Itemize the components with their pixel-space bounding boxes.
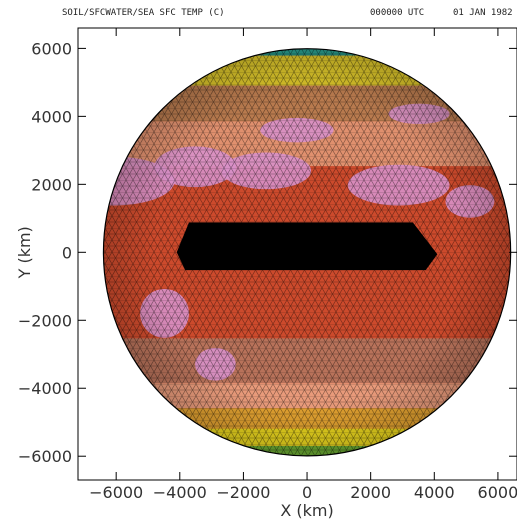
- y-tick-label: 6000: [31, 39, 72, 58]
- y-tick-label: 4000: [31, 107, 72, 126]
- y-tick-label: 2000: [31, 175, 72, 194]
- y-axis: 6000 4000 2000 0 −2000 −4000 −6000: [18, 39, 517, 466]
- x-tick-label: −2000: [216, 483, 270, 502]
- y-tick-label: −4000: [18, 379, 72, 398]
- x-tick-label: −4000: [153, 483, 207, 502]
- plot-frame: [77, 27, 517, 481]
- valid-time: 000000 UTC: [370, 8, 425, 18]
- x-axis: −6000 −4000 −2000 0 2000 4000 6000: [89, 28, 517, 502]
- x-tick-label: 2000: [350, 483, 391, 502]
- y-tick-label: 0: [62, 243, 72, 262]
- y-tick-label: −2000: [18, 311, 72, 330]
- globe-field: [103, 48, 511, 456]
- y-axis-label: Y (km): [15, 226, 34, 279]
- x-tick-label: 6000: [478, 483, 517, 502]
- x-tick-label: 0: [302, 483, 312, 502]
- valid-date: 01 JAN 1982: [453, 8, 513, 18]
- x-tick-label: 4000: [414, 483, 455, 502]
- x-axis-label: X (km): [280, 501, 333, 520]
- y-tick-label: −6000: [18, 447, 72, 466]
- plot-title: SOIL/SFCWATER/SEA SFC TEMP (C): [62, 8, 225, 18]
- x-tick-label: −6000: [89, 483, 143, 502]
